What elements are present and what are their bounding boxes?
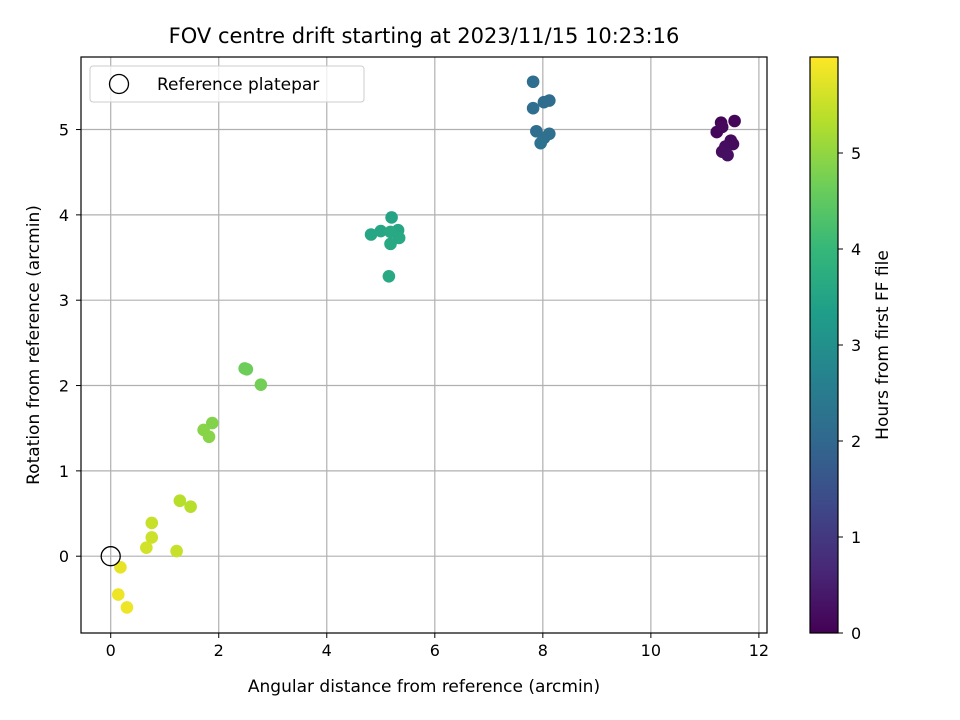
colorbar-tick-label: 4 — [851, 240, 861, 259]
legend-entry-label: Reference platepar — [157, 75, 319, 95]
colorbar-tick-label: 0 — [851, 624, 861, 643]
scatter-point — [202, 430, 216, 444]
scatter-point — [173, 494, 187, 508]
scatter-point — [721, 148, 734, 162]
colorbar-label: Hours from first FF file — [873, 250, 893, 440]
scatter-point — [111, 588, 125, 601]
scatter-point — [114, 560, 127, 574]
chart-title: FOV centre drift starting at 2023/11/15 … — [169, 24, 680, 48]
x-axis-ticks: 0 2 4 6 8 10 12 — [106, 633, 769, 660]
scatter-point — [120, 601, 134, 614]
colorbar: 0 1 2 3 4 5 Hours from first FF file — [809, 56, 893, 643]
scatter-point — [364, 228, 378, 241]
scatter-point — [534, 136, 547, 150]
y-axis-label: Rotation from reference (arcmin) — [24, 205, 44, 485]
y-tick-label: 3 — [59, 291, 69, 310]
grid-lines — [81, 57, 767, 633]
x-tick-label: 8 — [538, 641, 548, 660]
scatter-point — [382, 270, 396, 283]
data-points — [111, 75, 741, 614]
scatter-point — [145, 516, 159, 530]
legend-marker-circle — [108, 73, 130, 95]
scatter-point — [145, 531, 159, 544]
x-tick-label: 4 — [322, 641, 332, 660]
x-tick-label: 0 — [106, 641, 116, 660]
scatter-point — [384, 237, 397, 251]
y-tick-label: 2 — [59, 377, 69, 396]
x-tick-label: 6 — [430, 641, 440, 660]
colorbar-tick-label: 3 — [851, 336, 861, 355]
plot-area-frame — [80, 56, 768, 634]
scatter-point — [184, 500, 197, 514]
reference-platepar-marker — [100, 546, 121, 567]
legend: Reference platepar — [89, 65, 365, 103]
x-tick-label: 10 — [641, 641, 661, 660]
colorbar-tick-label: 1 — [851, 528, 861, 547]
colorbar-tick-label: 2 — [851, 432, 861, 451]
scatter-point — [205, 416, 219, 430]
x-tick-label: 12 — [749, 641, 769, 660]
y-tick-label: 0 — [59, 547, 69, 566]
scatter-point — [526, 101, 540, 115]
y-axis-ticks: 0 1 2 3 4 5 — [59, 121, 81, 566]
scatter-point — [240, 363, 254, 376]
scatter-point — [170, 544, 183, 558]
colorbar-gradient — [809, 56, 839, 634]
colorbar-ticks: 0 1 2 3 4 5 — [838, 144, 861, 643]
scatter-point — [254, 378, 268, 391]
scatter-point — [140, 541, 153, 554]
scatter-point — [537, 95, 551, 109]
scatter-point — [526, 75, 540, 89]
x-tick-label: 2 — [214, 641, 224, 660]
scatter-point — [728, 114, 741, 128]
x-axis-label: Angular distance from reference (arcmin) — [248, 677, 600, 697]
reference-marker — [100, 546, 121, 567]
scatter-point — [374, 224, 388, 238]
y-tick-label: 5 — [59, 121, 69, 140]
y-tick-label: 4 — [59, 206, 69, 225]
colorbar-tick-label: 5 — [851, 144, 861, 163]
scatter-point — [715, 120, 729, 134]
y-tick-label: 1 — [59, 462, 69, 481]
legend-box — [89, 65, 365, 103]
scatter-point — [385, 211, 398, 224]
